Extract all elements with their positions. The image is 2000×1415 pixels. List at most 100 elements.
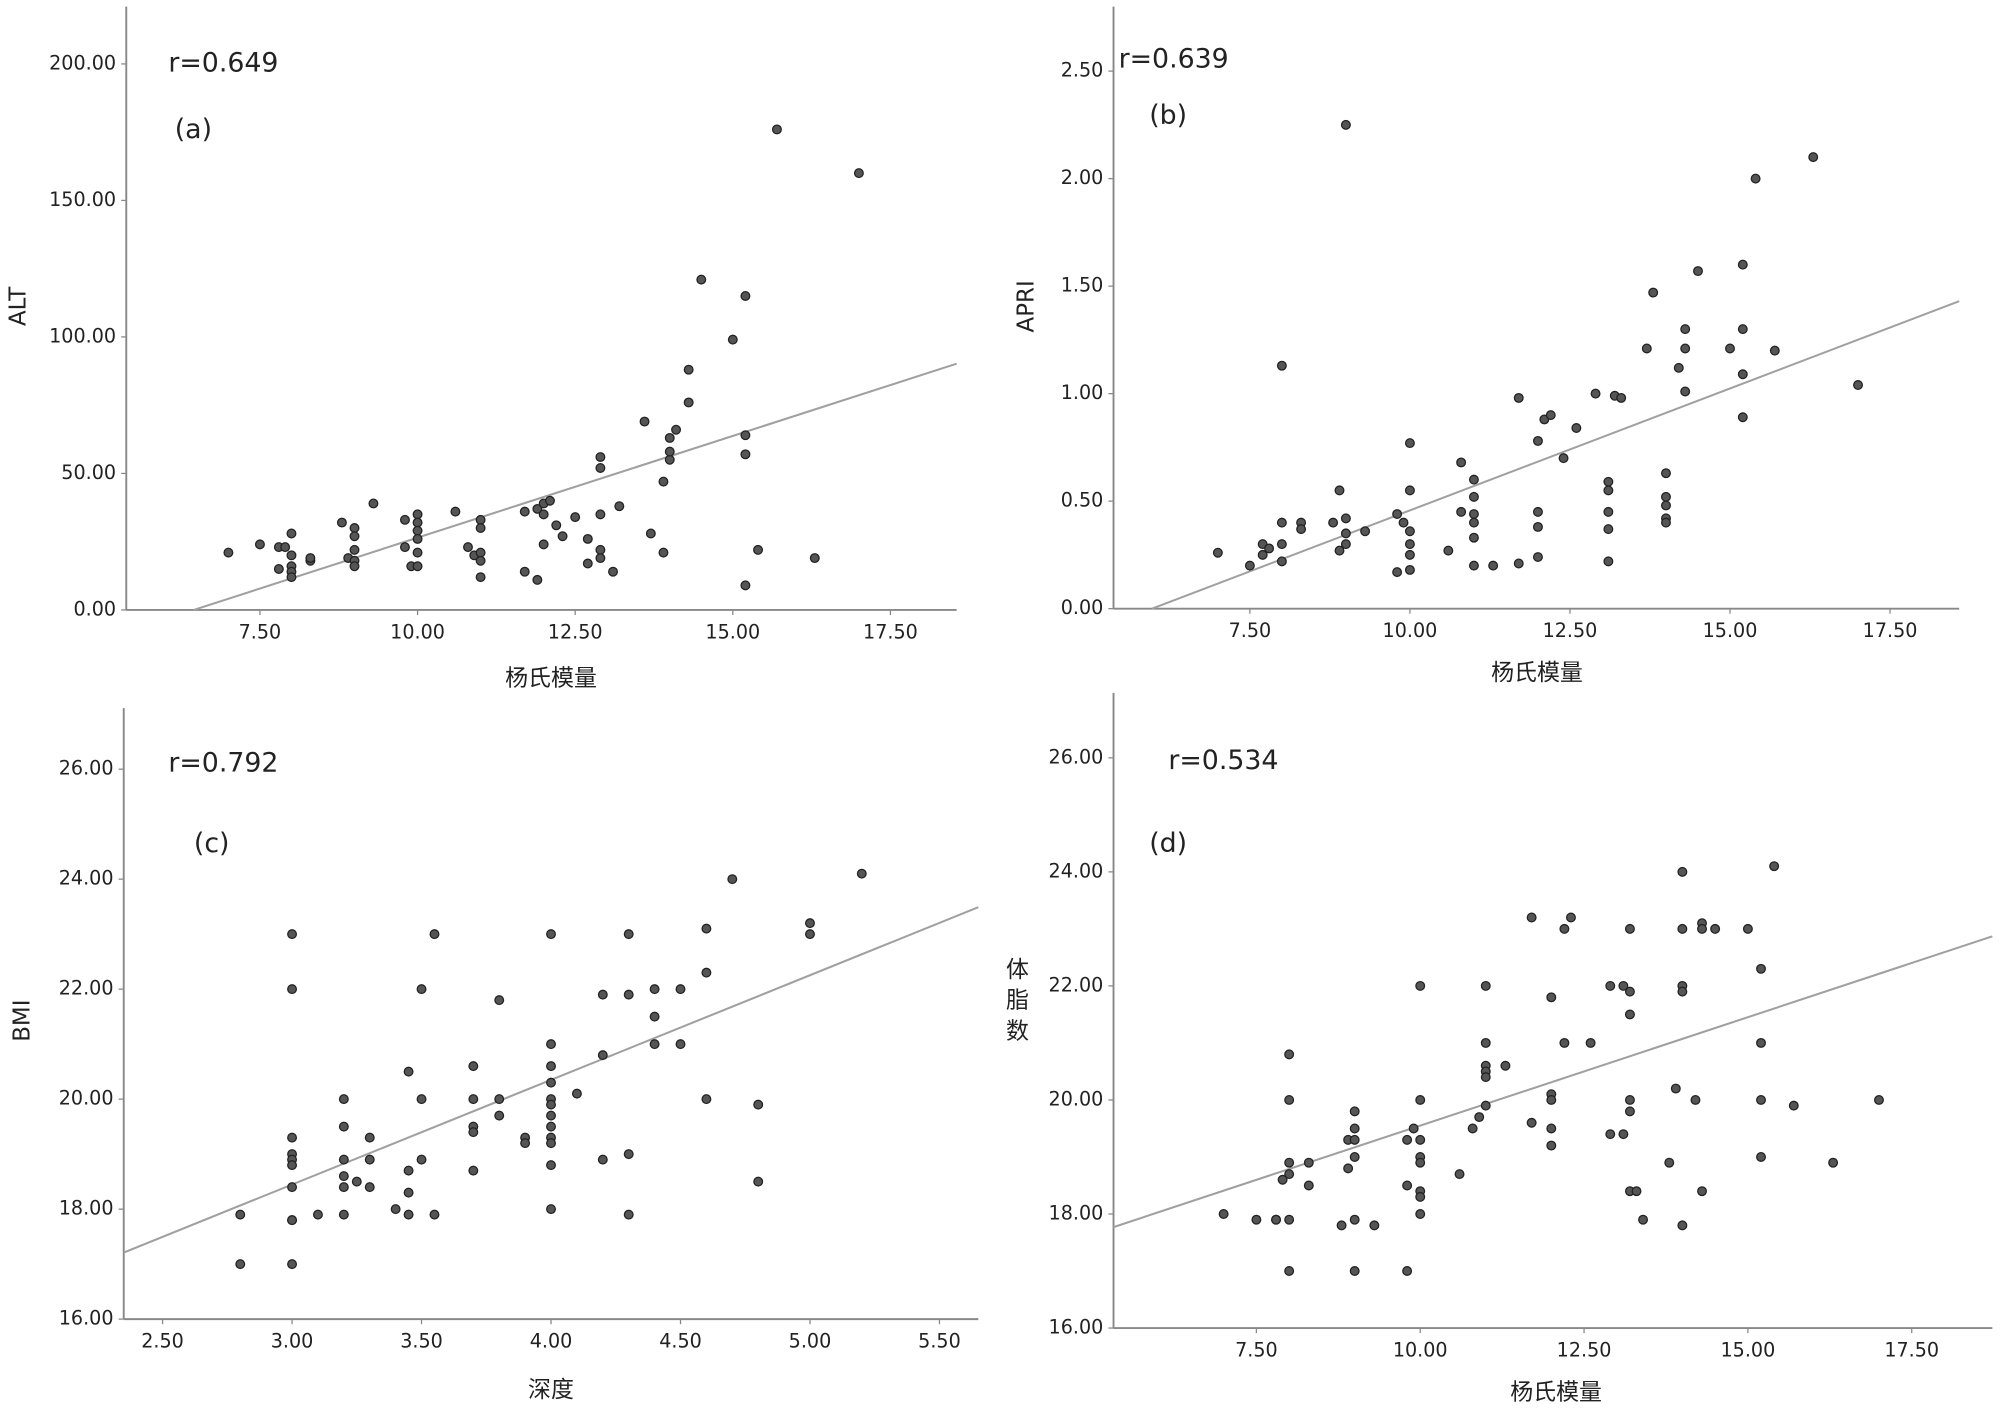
point bbox=[551, 520, 562, 531]
point bbox=[1244, 560, 1255, 571]
point bbox=[519, 506, 530, 517]
point bbox=[1526, 912, 1537, 923]
y-tick-label: 100.00 bbox=[49, 324, 116, 347]
annotation: (c) bbox=[194, 828, 230, 859]
point bbox=[1404, 438, 1415, 449]
point bbox=[597, 1050, 608, 1061]
point bbox=[286, 550, 297, 561]
point bbox=[1661, 517, 1671, 528]
point bbox=[1618, 1129, 1629, 1140]
x-tick-label: 17.50 bbox=[1863, 619, 1918, 642]
point bbox=[532, 574, 543, 585]
point bbox=[412, 533, 423, 544]
point bbox=[1328, 517, 1339, 528]
point bbox=[1257, 549, 1268, 560]
point bbox=[614, 501, 625, 512]
x-tick-label: 15.00 bbox=[705, 620, 760, 643]
x-tick-label: 10.00 bbox=[390, 620, 445, 643]
point bbox=[1737, 369, 1748, 380]
annotation: (b) bbox=[1149, 100, 1187, 131]
point bbox=[338, 1182, 349, 1193]
point bbox=[1340, 119, 1351, 130]
point bbox=[853, 168, 864, 179]
point bbox=[1756, 1094, 1766, 1105]
point bbox=[1677, 986, 1688, 997]
point bbox=[701, 923, 712, 934]
point bbox=[368, 498, 379, 509]
point bbox=[1624, 1094, 1635, 1105]
point bbox=[287, 1215, 298, 1226]
x-tick-label: 7.50 bbox=[1229, 619, 1272, 642]
point bbox=[753, 1176, 764, 1187]
x-axis-label: 杨氏模量 bbox=[1491, 660, 1583, 686]
point bbox=[1750, 173, 1761, 184]
x-tick-label: 3.00 bbox=[271, 1330, 314, 1353]
point bbox=[671, 424, 682, 435]
point bbox=[1641, 343, 1652, 354]
point bbox=[1349, 1106, 1360, 1117]
point bbox=[1468, 491, 1479, 502]
point bbox=[1276, 517, 1287, 528]
point bbox=[519, 566, 530, 577]
point bbox=[1661, 500, 1671, 511]
point bbox=[336, 517, 347, 528]
point bbox=[1349, 1134, 1360, 1145]
point bbox=[1284, 1094, 1295, 1105]
point bbox=[1277, 1174, 1288, 1185]
x-axis-label: 杨氏模量 bbox=[505, 665, 597, 691]
point bbox=[696, 274, 707, 285]
point bbox=[1532, 506, 1543, 517]
y-tick-label: 2.50 bbox=[1061, 59, 1104, 82]
point bbox=[1276, 539, 1287, 550]
y-tick-label: 26.00 bbox=[1049, 745, 1104, 768]
point bbox=[582, 558, 593, 569]
point bbox=[595, 509, 606, 520]
point bbox=[1673, 362, 1684, 373]
point bbox=[287, 1160, 298, 1171]
point bbox=[1664, 1157, 1675, 1168]
point bbox=[1737, 324, 1748, 335]
point bbox=[1454, 1169, 1465, 1180]
point bbox=[286, 572, 297, 583]
point bbox=[403, 1209, 414, 1220]
point bbox=[1603, 506, 1614, 517]
point bbox=[1828, 1157, 1839, 1168]
point bbox=[1605, 980, 1616, 991]
point bbox=[1474, 1112, 1485, 1123]
point bbox=[1532, 435, 1543, 446]
point bbox=[1404, 549, 1415, 560]
point bbox=[1480, 1072, 1491, 1083]
point bbox=[1710, 923, 1721, 934]
point bbox=[805, 929, 815, 940]
y-tick-label: 1.50 bbox=[1061, 274, 1104, 297]
point bbox=[546, 1099, 556, 1110]
point bbox=[623, 1209, 634, 1220]
y-tick-label: 16.00 bbox=[1049, 1316, 1104, 1339]
point bbox=[450, 506, 461, 517]
point bbox=[1456, 506, 1467, 517]
point bbox=[683, 364, 694, 375]
point bbox=[753, 544, 764, 555]
point bbox=[287, 1132, 298, 1143]
point bbox=[273, 563, 284, 574]
point bbox=[557, 531, 568, 542]
annotation: (a) bbox=[175, 114, 212, 145]
point bbox=[254, 539, 265, 550]
point bbox=[597, 1154, 608, 1165]
point bbox=[351, 1176, 362, 1187]
point bbox=[494, 995, 505, 1006]
y-tick-label: 0.50 bbox=[1061, 489, 1104, 512]
point bbox=[1756, 1152, 1766, 1162]
point bbox=[1603, 476, 1614, 487]
point bbox=[664, 432, 675, 443]
point bbox=[538, 539, 549, 550]
point bbox=[312, 1209, 323, 1220]
point bbox=[546, 929, 556, 940]
point bbox=[364, 1132, 375, 1143]
point bbox=[1742, 923, 1753, 934]
point bbox=[1769, 345, 1780, 356]
point bbox=[475, 514, 486, 525]
point bbox=[582, 533, 593, 544]
x-tick-label: 7.50 bbox=[1235, 1338, 1278, 1361]
